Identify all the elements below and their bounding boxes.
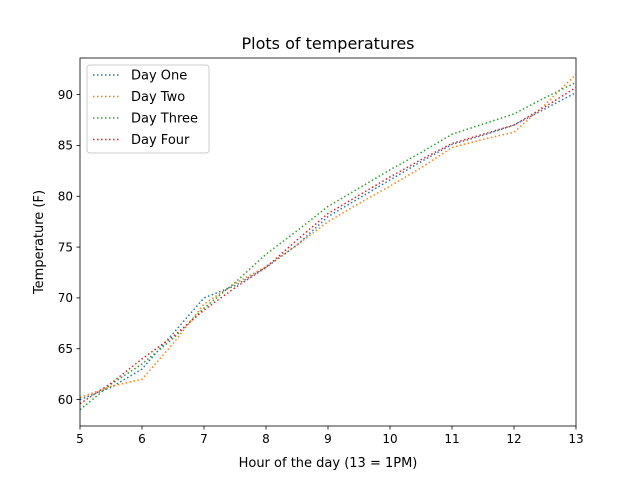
y-tick-label: 80	[58, 190, 73, 204]
legend-box	[86, 64, 210, 154]
x-tick-label: 5	[76, 432, 84, 446]
legend-items: Day One Day Two Day Three Day Four	[93, 69, 198, 148]
x-tick-label: 6	[138, 432, 146, 446]
plot-lines	[79, 73, 577, 411]
x-tick-label: 9	[324, 432, 332, 446]
y-tick-label: 75	[58, 240, 73, 254]
series-line-4	[79, 86, 577, 405]
x-tick-label: 11	[444, 432, 459, 446]
x-axis-ticks: 5 6 7 8 9 10 11 12 13	[76, 426, 584, 446]
y-axis-ticks: 60 65 70 75 80 85 90	[58, 88, 80, 407]
legend-label-4: Day Four	[131, 133, 190, 148]
legend-label-1: Day One	[131, 69, 187, 84]
y-tick-label: 60	[58, 393, 73, 407]
series-line-3	[79, 81, 577, 411]
x-tick-label: 12	[506, 432, 521, 446]
y-axis-label: Temperature (F)	[32, 190, 47, 295]
legend: Day One Day Two Day Three Day Four	[86, 64, 210, 154]
y-tick-label: 65	[58, 342, 73, 356]
x-tick-label: 8	[262, 432, 270, 446]
x-tick-label: 13	[568, 432, 583, 446]
legend-label-3: Day Three	[131, 112, 198, 127]
series-line-2	[79, 73, 577, 399]
x-tick-label: 7	[200, 432, 208, 446]
series-line-1	[79, 91, 577, 401]
x-tick-label: 10	[382, 432, 397, 446]
legend-label-2: Day Two	[131, 90, 185, 105]
y-tick-label: 85	[58, 139, 73, 153]
y-tick-label: 90	[58, 88, 73, 102]
y-tick-label: 70	[58, 291, 73, 305]
chart-title: Plots of temperatures	[242, 34, 415, 53]
x-axis-label: Hour of the day (13 = 1PM)	[239, 456, 418, 471]
